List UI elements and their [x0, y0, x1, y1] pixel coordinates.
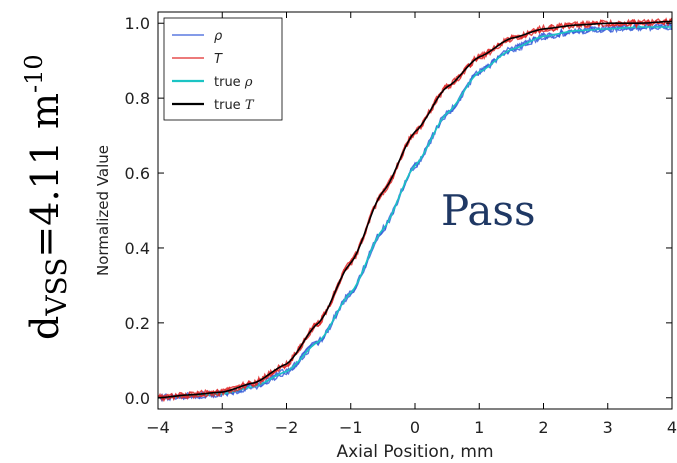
x-tick-label: 4	[667, 418, 677, 437]
legend-label: ρ	[214, 29, 223, 44]
x-tick-label: −1	[339, 418, 363, 437]
legend-label: true T	[214, 98, 255, 113]
y-tick-label: 1.0	[125, 14, 150, 33]
x-axis-label: Axial Position, mm	[336, 442, 493, 462]
x-tick-label: −3	[210, 418, 234, 437]
axis-ticks: −4 −3 −2 −1 0 1 2 3 4 0.0 0.2 0.4 0.6 0.8 1.0	[125, 12, 677, 437]
y-tick-label: 0.8	[125, 89, 150, 108]
y-axis-label: Normalized Value	[94, 145, 112, 276]
series-line-true-T	[157, 20, 673, 399]
y-tick-label: 0.6	[125, 164, 150, 183]
x-tick-label: 2	[538, 418, 548, 437]
dvss-label: dVSS=4.11 m-10	[20, 54, 73, 340]
series-line-true-rho	[157, 26, 672, 399]
x-tick-label: 3	[603, 418, 613, 437]
x-tick-label: −4	[146, 418, 170, 437]
x-tick-label: 1	[474, 418, 484, 437]
dvss-exponent: -10	[20, 54, 48, 93]
legend-label: T	[214, 52, 223, 67]
svg-text:dVSS=4.11 m-10: dVSS=4.11 m-10	[20, 54, 73, 340]
dvss-value: =4.11 m	[23, 93, 67, 258]
dvss-subscript: VSS	[40, 258, 73, 317]
dvss-base: d	[23, 316, 67, 340]
y-tick-label: 0.0	[125, 389, 150, 408]
legend-label: true ρ	[214, 75, 253, 90]
x-tick-label: 0	[410, 418, 420, 437]
y-tick-label: 0.2	[125, 314, 150, 333]
series-layer	[157, 17, 673, 403]
x-tick-label: −2	[275, 418, 299, 437]
y-tick-label: 0.4	[125, 239, 150, 258]
pass-label: Pass	[441, 186, 536, 235]
